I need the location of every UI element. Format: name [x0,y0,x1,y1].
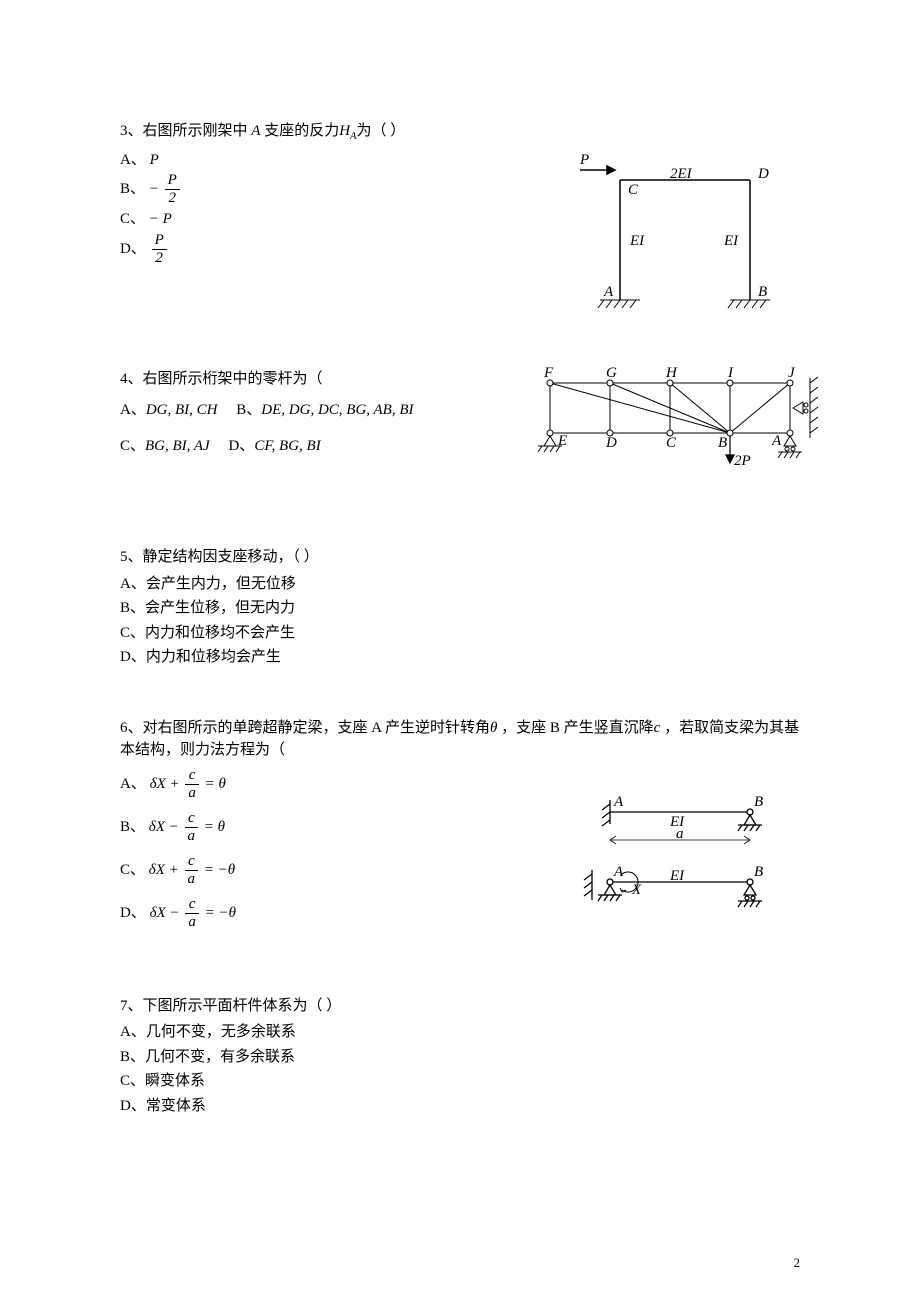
q3-prompt-pre: 3、右图所示刚架中 [120,123,251,139]
q3-fig-B: B [758,284,767,300]
q3-B-den: 2 [165,190,180,206]
q3-prompt-end: 为（ ） [356,123,405,139]
q3-prompt: 3、右图所示刚架中 A 支座的反力HA为（ ） [120,120,800,145]
q3-fig-EI1: EI [629,233,645,249]
q3-opt-D-label: D、 [120,241,146,257]
q4-opt-A-label: A、 [120,402,146,418]
q6-C-rhs: = −θ [200,861,235,877]
q4-opt-D-val: CF, BG, BI [254,438,320,454]
q5-prompt: 5、静定结构因支座移动，（ ） [120,546,800,569]
q3-fig-A: A [603,284,614,300]
q3-figure: P C D 2EI EI EI A B [560,150,820,338]
q6-fig-EI2: EI [669,868,685,884]
q6-fig-A2: A [613,864,624,880]
q3-D-num: P [152,233,167,250]
q3-fig-2EI: 2EI [670,166,693,182]
q6-fig-X: X [631,882,642,898]
q6-C-op: + [165,861,183,877]
q7-opt-D: D、常变体系 [120,1095,800,1118]
question-3: 3、右图所示刚架中 A 支座的反力HA为（ ） A、 P B、 − P2 C、 … [120,120,800,320]
q6-D-dx: δX [150,904,166,920]
q3-fig-C: C [628,182,639,198]
q4-opt-B-val: DE, DG, DC, BG, AB, BI [261,402,413,418]
q6-A-dx: δX [150,775,166,791]
q5-opt-B: B、会产生位移，但无内力 [120,597,800,620]
q6-A-num: c [185,768,199,785]
q4-opt-C-label: C、 [120,438,145,454]
q6-C-label: C、 [120,861,145,877]
q6-D-num: c [185,897,199,914]
q6-A-op: + [166,775,184,791]
q4-fig-J: J [788,365,796,381]
q6-prompt: 6、对右图所示的单跨超静定梁，支座 A 产生逆时针转角θ ，支座 B 产生竖直沉… [120,717,800,762]
question-7: 7、下图所示平面杆件体系为（ ） A、几何不变，无多余联系 B、几何不变，有多余… [120,995,800,1118]
q6-A-label: A、 [120,775,146,791]
q6-D-label: D、 [120,904,146,920]
q7-opt-B: B、几何不变，有多余联系 [120,1046,800,1069]
q6-C-num: c [185,854,199,871]
q3-opt-A-label: A、 [120,152,146,168]
q6-D-op: − [166,904,184,920]
q4-fig-Bn: B [718,435,727,451]
q6-fig-B1: B [754,794,763,810]
q6-fig-B2: B [754,864,763,880]
q6-D-rhs: = −θ [201,904,236,920]
q6-A-den: a [185,785,199,801]
q4-opt-A-val: DG, BI, CH [146,402,218,418]
q3-fig-EI2: EI [723,233,739,249]
q4-fig-F: F [543,365,554,381]
q3-D-den: 2 [152,250,167,266]
q7-opt-A: A、几何不变，无多余联系 [120,1021,800,1044]
q6-A-rhs: = θ [201,775,226,791]
q3-B-num: P [165,173,180,190]
q7-prompt: 7、下图所示平面杆件体系为（ ） [120,995,800,1018]
q4-fig-E: E [557,433,567,449]
q3-opt-A-val: P [150,152,159,168]
q6-B-op: − [165,818,183,834]
q6-figure: A B EI a A B X EI [570,792,800,940]
q3-opt-B-label: B、 [120,181,145,197]
q3-fig-P: P [579,152,589,168]
q4-fig-I: I [727,365,734,381]
q6-B-rhs: = θ [200,818,225,834]
q3-var-H: H [339,123,350,139]
q5-opt-D: D、内力和位移均会产生 [120,646,800,669]
question-5: 5、静定结构因支座移动，（ ） A、会产生内力，但无位移 B、会产生位移，但无内… [120,546,800,669]
q3-fig-D: D [757,166,769,182]
question-6: 6、对右图所示的单跨超静定梁，支座 A 产生逆时针转角θ ，支座 B 产生竖直沉… [120,717,800,947]
q3-opt-C-label: C、 [120,211,145,227]
q6-D-den: a [185,914,199,930]
q5-options: A、会产生内力，但无位移 B、会产生位移，但无内力 C、内力和位移均不会产生 D… [120,573,800,669]
q6-fig-a: a [676,826,684,842]
q4-figure: F G H I J E D C B A 2P [530,363,840,491]
q4-fig-An: A [771,433,782,449]
q6-B-label: B、 [120,818,145,834]
q6-prompt-mid: ，支座 B 产生竖直沉降 [497,720,653,736]
q4-opt-C-val: BG, BI, AJ [145,438,210,454]
q4-fig-H: H [665,365,678,381]
q6-B-dx: δX [149,818,165,834]
q6-B-den: a [185,828,199,844]
q7-opt-C: C、瞬变体系 [120,1070,800,1093]
q4-opt-B-label: B、 [236,402,261,418]
q5-opt-C: C、内力和位移均不会产生 [120,622,800,645]
q4-fig-Dn: D [605,435,617,451]
q6-C-dx: δX [149,861,165,877]
question-4: 4、右图所示桁架中的零杆为（ A、DG, BI, CH B、DE, DG, DC… [120,368,800,498]
q4-fig-G: G [606,365,617,381]
q4-fig-P: 2P [734,453,751,469]
q6-fig-A1: A [613,794,624,810]
page-number: 2 [794,1253,801,1273]
q7-options: A、几何不变，无多余联系 B、几何不变，有多余联系 C、瞬变体系 D、常变体系 [120,1021,800,1117]
q5-opt-A: A、会产生内力，但无位移 [120,573,800,596]
q3-prompt-mid1: 支座的反力 [260,123,339,139]
q4-opt-D-label: D、 [228,438,254,454]
q6-B-num: c [185,811,199,828]
q3-opt-C-val: − P [149,211,172,227]
q4-fig-Cn: C [666,435,677,451]
q6-prompt-pre: 6、对右图所示的单跨超静定梁，支座 A 产生逆时针转角 [120,720,490,736]
q6-C-den: a [185,871,199,887]
